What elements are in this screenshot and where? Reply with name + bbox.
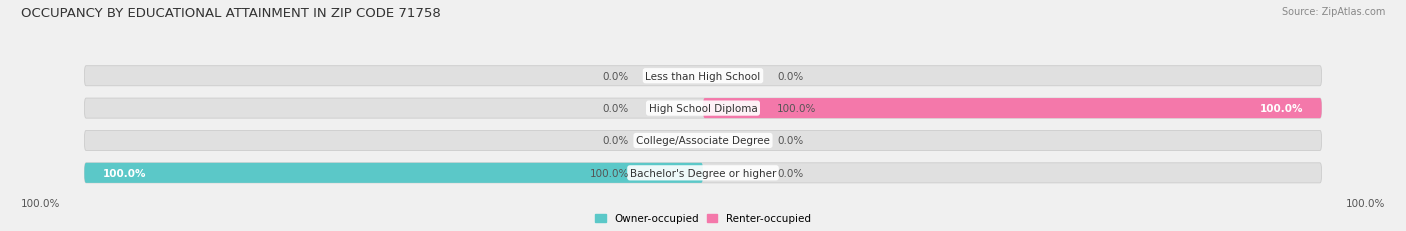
- Text: 100.0%: 100.0%: [21, 198, 60, 208]
- FancyBboxPatch shape: [84, 163, 1322, 183]
- Text: 0.0%: 0.0%: [603, 104, 628, 114]
- Legend: Owner-occupied, Renter-occupied: Owner-occupied, Renter-occupied: [595, 213, 811, 224]
- Text: 100.0%: 100.0%: [778, 104, 817, 114]
- Text: 0.0%: 0.0%: [603, 71, 628, 81]
- Text: 100.0%: 100.0%: [1346, 198, 1385, 208]
- Text: High School Diploma: High School Diploma: [648, 104, 758, 114]
- FancyBboxPatch shape: [84, 66, 1322, 86]
- Text: 100.0%: 100.0%: [589, 168, 628, 178]
- FancyBboxPatch shape: [703, 99, 1322, 119]
- FancyBboxPatch shape: [84, 163, 703, 183]
- Text: Less than High School: Less than High School: [645, 71, 761, 81]
- Text: 0.0%: 0.0%: [778, 71, 803, 81]
- Text: 100.0%: 100.0%: [103, 168, 146, 178]
- FancyBboxPatch shape: [84, 99, 1322, 119]
- Text: College/Associate Degree: College/Associate Degree: [636, 136, 770, 146]
- Text: 100.0%: 100.0%: [1260, 104, 1303, 114]
- Text: 0.0%: 0.0%: [778, 136, 803, 146]
- Text: Bachelor's Degree or higher: Bachelor's Degree or higher: [630, 168, 776, 178]
- Text: 0.0%: 0.0%: [778, 168, 803, 178]
- FancyBboxPatch shape: [84, 131, 1322, 151]
- Text: Source: ZipAtlas.com: Source: ZipAtlas.com: [1281, 7, 1385, 17]
- Text: OCCUPANCY BY EDUCATIONAL ATTAINMENT IN ZIP CODE 71758: OCCUPANCY BY EDUCATIONAL ATTAINMENT IN Z…: [21, 7, 441, 20]
- Text: 0.0%: 0.0%: [603, 136, 628, 146]
